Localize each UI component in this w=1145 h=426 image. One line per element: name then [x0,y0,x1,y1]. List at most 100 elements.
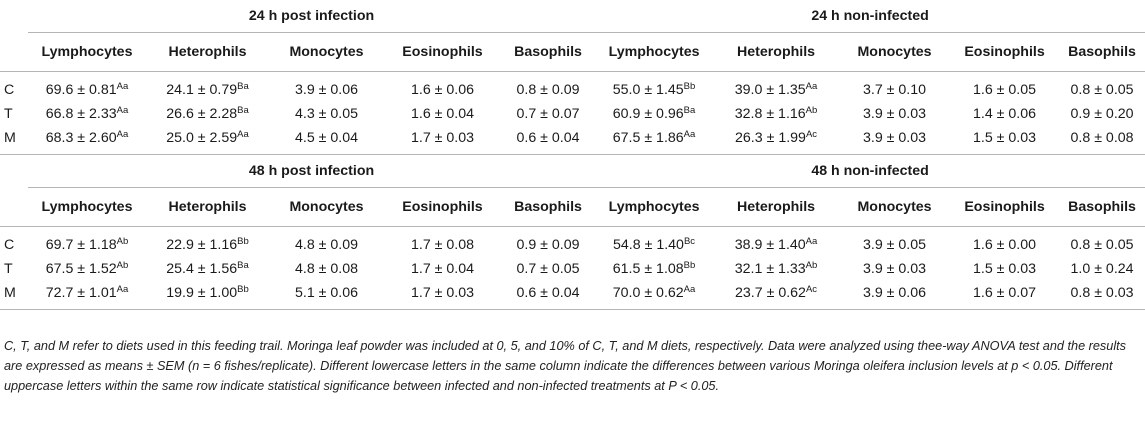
cell-value: 0.8 ± 0.08 [1070,130,1134,146]
table-row: T 66.8 ± 2.33Aa 26.6 ± 2.28Ba 4.3 ± 0.05 1.6… [0,102,1145,126]
cell-value: 26.3 ± 1.99 [735,130,806,146]
table-cell: 3.9 ± 0.03 [839,102,950,126]
cell-value: 3.9 ± 0.06 [294,82,358,98]
group-title-24h-infected: 24 h post infection [28,0,596,33]
table-row: M 72.7 ± 1.01Aa 19.9 ± 1.00Bb 5.1 ± 0.06 1.7… [0,281,1145,310]
group-title: 48 h post infection [28,154,596,188]
table-cell: 60.9 ± 0.96Ba [595,102,713,126]
col-header-lymphocytes: Lymphocytes [595,187,714,227]
cell-value: 0.7 ± 0.05 [516,261,580,277]
col-header-eosinophils: Eosinophils [384,187,501,227]
col-header-basophils: Basophils [501,187,596,227]
cell-significance-letters: Aa [116,105,129,116]
table-cell: 5.1 ± 0.06 [269,281,384,310]
table-cell: 0.8 ± 0.08 [1059,126,1145,155]
cell-significance-letters: Bb [683,81,696,92]
cell-significance-letters: Ab [805,260,818,271]
cell-value: 54.8 ± 1.40 [613,237,684,253]
cell-value: 1.6 ± 0.07 [973,285,1037,301]
table-cell: 25.4 ± 1.56Ba [146,257,269,281]
cell-value: 67.5 ± 1.52 [45,261,117,277]
cell-value: 67.5 ± 1.86 [612,130,684,146]
col-header-heterophils: Heterophils [713,187,840,227]
col-header-monocytes: Monocytes [269,32,384,72]
table-cell: 68.3 ± 2.60Aa [28,126,146,155]
table-cell: 3.9 ± 0.03 [839,257,950,281]
table-cell: 39.0 ± 1.35Aa [713,72,839,103]
cell-significance-letters: Ab [116,236,129,247]
table-cell: 32.1 ± 1.33Ab [713,257,839,281]
table-cell: 22.9 ± 1.16Bb [146,227,269,258]
table-cell: 4.8 ± 0.08 [269,257,384,281]
cell-value: 1.7 ± 0.03 [410,130,474,146]
table-cell: 1.7 ± 0.03 [384,281,501,310]
table-cell: 1.7 ± 0.08 [384,227,501,258]
table-cell: 0.7 ± 0.07 [501,102,595,126]
table-cell: 32.8 ± 1.16Ab [713,102,839,126]
cell-significance-letters: Ac [805,129,818,140]
cell-value: 39.0 ± 1.35 [734,82,806,98]
row-label: M [0,281,28,310]
table-cell: 55.0 ± 1.45Bb [595,72,713,103]
col-header-lymphocytes: Lymphocytes [28,32,146,72]
cell-value: 0.8 ± 0.05 [1070,82,1134,98]
cell-value: 0.8 ± 0.05 [1070,237,1134,253]
table-cell: 0.8 ± 0.05 [1059,72,1145,103]
group-header-row: 24 h post infection 24 h non-infected [0,0,1145,33]
table-cell: 1.7 ± 0.04 [384,257,501,281]
table-cell: 69.7 ± 1.18Ab [28,227,146,258]
cell-value: 1.7 ± 0.04 [410,261,474,277]
table-cell: 3.9 ± 0.03 [839,126,951,155]
cell-significance-letters: Ab [805,105,818,116]
col-header-basophils: Basophils [1059,187,1145,227]
cell-significance-letters: Aa [116,81,129,92]
table-cell: 0.8 ± 0.09 [501,72,595,103]
table-cell: 24.1 ± 0.79Ba [146,72,269,103]
group-title-24h-noninfected: 24 h non-infected [595,0,1145,33]
table-cell: 0.8 ± 0.03 [1059,281,1145,310]
table-cell: 0.6 ± 0.04 [501,126,596,155]
col-header-eosinophils: Eosinophils [384,32,501,72]
cell-value: 3.7 ± 0.10 [863,82,927,98]
table-cell: 69.6 ± 0.81Aa [28,72,146,103]
row-label: T [4,106,13,122]
col-header-heterophils: Heterophils [713,32,840,72]
cell-value: 1.5 ± 0.03 [973,130,1037,146]
cell-value: 24.1 ± 0.79 [166,82,238,98]
cell-value: 68.3 ± 2.60 [45,130,117,146]
cell-value: 72.7 ± 1.01 [45,285,117,301]
cell-value: 0.6 ± 0.04 [516,130,580,146]
table-cell: 0.8 ± 0.05 [1059,227,1145,258]
table-cell: 0.9 ± 0.09 [501,227,595,258]
col-header-monocytes: Monocytes [269,187,384,227]
cell-significance-letters: Ba [237,260,249,271]
cell-value: 23.7 ± 0.62 [735,285,806,301]
table-cell: 1.0 ± 0.24 [1059,257,1145,281]
cell-value: 55.0 ± 1.45 [612,82,684,98]
table-cell: 3.9 ± 0.05 [839,227,950,258]
row-label: C [4,82,15,98]
cell-value: 1.6 ± 0.06 [410,82,474,98]
cell-value: 1.7 ± 0.08 [410,237,474,253]
table-cell: 67.5 ± 1.86Aa [595,126,714,155]
cell-value: 5.1 ± 0.06 [294,285,358,301]
table-cell: 23.7 ± 0.62Ac [713,281,840,310]
table-cell: 26.6 ± 2.28Ba [146,102,269,126]
group-header-row: 48 h post infection 48 h non-infected [0,154,1145,188]
cell-value: 0.7 ± 0.07 [516,106,580,122]
table-cell: 1.5 ± 0.03 [950,257,1059,281]
cell-significance-letters: Aa [116,129,129,140]
table-cell: 19.9 ± 1.00Bb [146,281,269,310]
table-cell: 1.6 ± 0.04 [384,102,501,126]
cell-significance-letters: Ac [805,284,818,295]
cell-value: 38.9 ± 1.40 [734,237,806,253]
cell-value: 1.0 ± 0.24 [1070,261,1134,277]
cell-value: 3.9 ± 0.05 [863,237,927,253]
table-cell: 66.8 ± 2.33Aa [28,102,146,126]
cell-significance-letters: Bb [237,284,249,295]
cell-significance-letters: Aa [805,236,818,247]
cell-value: 32.8 ± 1.16 [734,106,806,122]
cell-significance-letters: Ba [237,105,249,116]
blank-cell [0,155,28,188]
table-cell: 61.5 ± 1.08Bb [595,257,713,281]
